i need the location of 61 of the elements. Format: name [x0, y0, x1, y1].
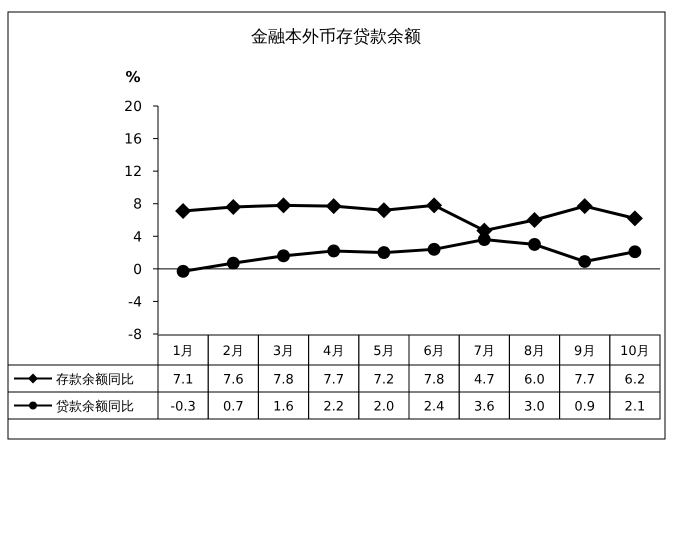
y-axis-title: %: [125, 68, 141, 86]
data-label: 7.7: [574, 372, 596, 388]
data-label: -0.3: [170, 400, 196, 414]
y-tick-label: 8: [133, 196, 142, 213]
point: [226, 256, 240, 270]
x-tick-label: 10月: [620, 344, 650, 359]
data-label: 4.7: [474, 372, 495, 388]
point: [175, 203, 192, 220]
point: [376, 202, 392, 218]
data-label: 7.6: [222, 372, 244, 388]
data-label: 0.7: [222, 400, 244, 414]
point: [478, 233, 491, 246]
point: [526, 212, 542, 228]
data-label: 6.0: [524, 372, 545, 388]
x-tick-label: 5月: [373, 344, 395, 359]
data-label: 3.6: [474, 400, 495, 414]
point: [426, 197, 442, 214]
data-label: 7.7: [323, 372, 344, 388]
point: [378, 246, 390, 259]
legend-label: 存款余额同比: [56, 372, 134, 388]
point: [626, 210, 643, 226]
data-label: 3.0: [524, 400, 545, 414]
y-tick-label: 0: [133, 262, 142, 278]
data-label: 6.2: [624, 372, 646, 388]
chart-title: 金融本外币存贷款余额: [251, 27, 421, 47]
point: [225, 198, 242, 215]
y-tick-label: 20: [124, 99, 142, 115]
y-tick-label: 4: [133, 229, 142, 246]
data-label: 7.2: [374, 372, 394, 388]
x-tick-label: 4月: [323, 344, 344, 359]
data-label: 2.4: [424, 400, 444, 414]
x-tick-label: 1月: [172, 344, 194, 359]
y-tick-label: 12: [124, 164, 142, 180]
point: [576, 198, 593, 214]
x-tick-label: 3月: [272, 344, 294, 359]
point: [628, 245, 642, 258]
x-tick-label: 8月: [524, 344, 546, 359]
point: [176, 264, 190, 278]
data-label: 2.2: [323, 400, 344, 414]
legend-label: 贷款余额同比: [56, 400, 134, 414]
point: [327, 244, 340, 258]
data-label: 0.9: [574, 400, 596, 414]
data-label: 7.1: [172, 372, 194, 388]
y-tick-label: -8: [128, 327, 142, 343]
point: [428, 242, 440, 256]
x-tick-label: 2月: [222, 344, 244, 359]
x-tick-label: 7月: [474, 344, 495, 359]
point: [277, 249, 290, 262]
point: [326, 198, 342, 214]
point: [528, 238, 541, 251]
data-label: 7.8: [424, 372, 444, 388]
point: [276, 197, 292, 214]
data-label: 1.6: [273, 400, 294, 414]
x-tick-label: 9月: [574, 344, 596, 359]
data-label: 2.1: [624, 400, 646, 414]
y-tick-label: -4: [128, 294, 142, 310]
y-tick-label: 16: [124, 132, 142, 148]
data-label: 2.0: [374, 400, 394, 414]
x-tick-label: 6月: [423, 344, 445, 359]
point: [578, 255, 592, 268]
data-label: 7.8: [273, 372, 294, 388]
